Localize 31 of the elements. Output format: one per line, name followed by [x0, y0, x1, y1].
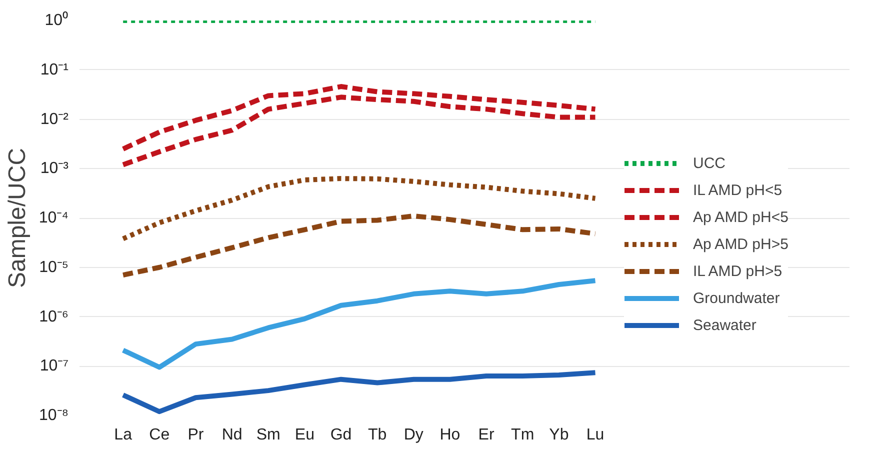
x-tick-label: Pr: [188, 426, 204, 444]
y-tick-label: 10⁻⁷: [40, 358, 69, 375]
legend-label: IL AMD pH>5: [693, 262, 782, 280]
y-axis-title: Sample/UCC: [4, 148, 31, 288]
x-tick-label: Dy: [404, 426, 424, 444]
y-tick-label: 10⁻⁴: [38, 210, 69, 226]
x-tick-label: Ce: [149, 426, 170, 444]
x-tick-label: Tb: [368, 426, 387, 444]
x-tick-label: Tm: [511, 426, 534, 444]
x-tick-label: Sm: [256, 426, 280, 444]
y-tick-label: 10⁻³: [40, 160, 70, 178]
legend-label: Seawater: [693, 316, 756, 334]
y-tick-label: 10⁻⁶: [39, 308, 69, 326]
x-tick-label: Lu: [586, 426, 604, 444]
y-tick-label: 10⁻²: [40, 110, 70, 128]
legend-label: IL AMD pH<5: [693, 182, 782, 198]
legend-label: Groundwater: [693, 290, 780, 306]
y-tick-label: 10⁻⁸: [38, 407, 68, 424]
x-tick-label: Er: [478, 426, 495, 444]
legend-label: Ap AMD pH<5: [693, 208, 788, 226]
x-tick-label: Eu: [294, 426, 314, 444]
x-tick-label: La: [114, 426, 132, 444]
x-tick-label: Ho: [440, 426, 460, 444]
legend-label: UCC: [693, 154, 726, 172]
y-tick-label: 10⁻¹: [40, 61, 68, 78]
x-tick-label: Nd: [222, 426, 242, 444]
y-tick-label: 10⁻⁵: [39, 258, 69, 276]
legend-label: Ap AMD pH>5: [693, 236, 788, 252]
y-tick-label: 10⁰: [44, 11, 68, 29]
x-tick-label: Yb: [549, 426, 569, 444]
x-tick-label: Gd: [330, 426, 352, 444]
